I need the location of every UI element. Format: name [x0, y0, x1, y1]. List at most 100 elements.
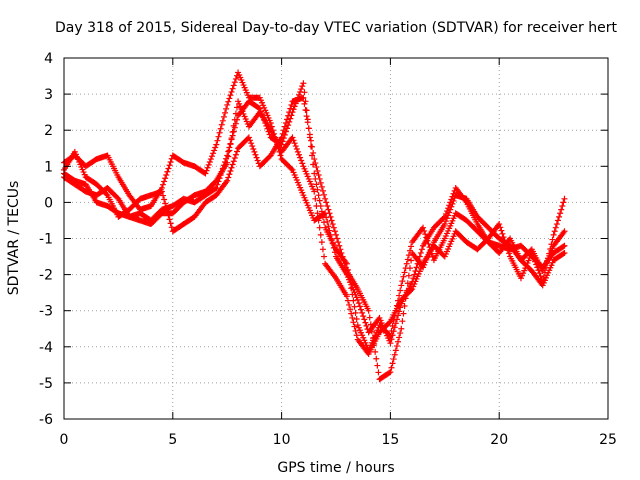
data-point-interp [350, 297, 357, 304]
data-point-interp [549, 236, 556, 243]
data-point-interp [340, 257, 347, 264]
data-point [300, 80, 307, 87]
data-point-interp [552, 224, 559, 231]
data-point-interp [211, 147, 218, 154]
data-point-interp [324, 203, 331, 210]
data-point-interp [252, 151, 259, 158]
data-point-interp [537, 273, 544, 280]
data-point-interp [534, 264, 541, 271]
data-point-interp [168, 224, 175, 231]
data-point-interp [554, 217, 561, 224]
data-point-interp [296, 151, 303, 158]
data-point-interp [279, 130, 286, 137]
data-point-interp [360, 313, 367, 320]
chart-title: Day 318 of 2015, Sidereal Day-to-day VTE… [55, 20, 617, 36]
data-point-interp [231, 79, 238, 86]
x-tick-label: 20 [490, 432, 508, 448]
data-point-interp [403, 260, 410, 267]
data-point-interp [255, 104, 262, 111]
data-point-interp [505, 250, 512, 257]
data-point-interp [298, 157, 305, 164]
data-point-interp [294, 148, 301, 155]
data-point-interp [329, 221, 336, 228]
data-point-interp [545, 255, 552, 262]
data-point [311, 170, 318, 177]
y-tick-label: -4 [39, 340, 53, 356]
data-point-interp [391, 351, 398, 358]
data-point-interp [339, 253, 346, 260]
data-point [224, 152, 231, 159]
data-point-interp [368, 328, 375, 335]
data-point-interp [408, 243, 415, 250]
data-point-interp [313, 203, 320, 210]
data-point-interp [253, 154, 260, 161]
data-point-interp [348, 285, 355, 292]
data-point-interp [560, 243, 567, 250]
data-point-interp [532, 258, 539, 265]
data-point-interp [166, 216, 173, 223]
data-point-interp [208, 153, 215, 160]
data-point-interp [254, 157, 261, 164]
data-point-interp [405, 252, 412, 259]
data-point-interp [443, 215, 450, 222]
data-point [441, 221, 448, 228]
data-point-interp [327, 213, 334, 220]
data-point-interp [217, 125, 224, 132]
data-point-interp [424, 237, 431, 244]
data-point-interp [288, 101, 295, 108]
data-point-interp [321, 191, 328, 198]
data-point [387, 340, 394, 347]
data-point-interp [247, 137, 254, 144]
y-tick-label: -5 [39, 376, 53, 392]
data-point-interp [351, 323, 358, 330]
data-point-interp [285, 112, 292, 119]
data-point-interp [401, 269, 408, 276]
data-point [311, 156, 318, 163]
data-point [343, 293, 350, 300]
data-point-interp [305, 125, 312, 132]
data-point-interp [229, 161, 236, 168]
y-tick-label: 1 [44, 159, 53, 175]
data-point-interp [205, 161, 212, 168]
data-point-interp [544, 260, 551, 267]
data-point-interp [335, 239, 342, 246]
data-point-interp [396, 292, 403, 299]
data-point-interp [337, 246, 344, 253]
data-point-interp [350, 319, 357, 326]
data-point-interp [390, 356, 397, 363]
data-point-interp [389, 360, 396, 367]
data-point-interp [321, 253, 328, 260]
data-point-interp [291, 140, 298, 147]
data-point-interp [163, 204, 170, 211]
data-point-interp [447, 206, 454, 213]
data-point [365, 307, 372, 314]
data-point-interp [161, 196, 168, 203]
data-point-interp [556, 213, 563, 220]
data-point-interp [557, 210, 564, 217]
data-point-interp [331, 228, 338, 235]
data-point-interp [227, 92, 234, 99]
data-point-interp [210, 150, 217, 157]
data-point-interp [498, 227, 505, 234]
data-point [289, 134, 296, 141]
data-point-interp [445, 212, 452, 219]
data-point-interp [560, 199, 567, 206]
data-point-interp [317, 231, 324, 238]
data-point-interp [388, 336, 395, 343]
data-point-interp [372, 348, 379, 355]
data-point [539, 278, 546, 285]
data-point [224, 159, 231, 166]
data-point-interp [501, 237, 508, 244]
data-point-interp [499, 230, 506, 237]
data-point-interp [389, 322, 396, 329]
data-point-interp [446, 209, 453, 216]
y-tick-label: -6 [39, 412, 53, 428]
data-point-interp [167, 158, 174, 165]
data-point-interp [312, 160, 319, 167]
data-point-interp [375, 369, 382, 376]
data-point-interp [404, 280, 411, 287]
data-point-interp [297, 154, 304, 161]
data-point-interp [347, 306, 354, 313]
data-point-interp [374, 362, 381, 369]
data-point-interp [319, 246, 326, 253]
